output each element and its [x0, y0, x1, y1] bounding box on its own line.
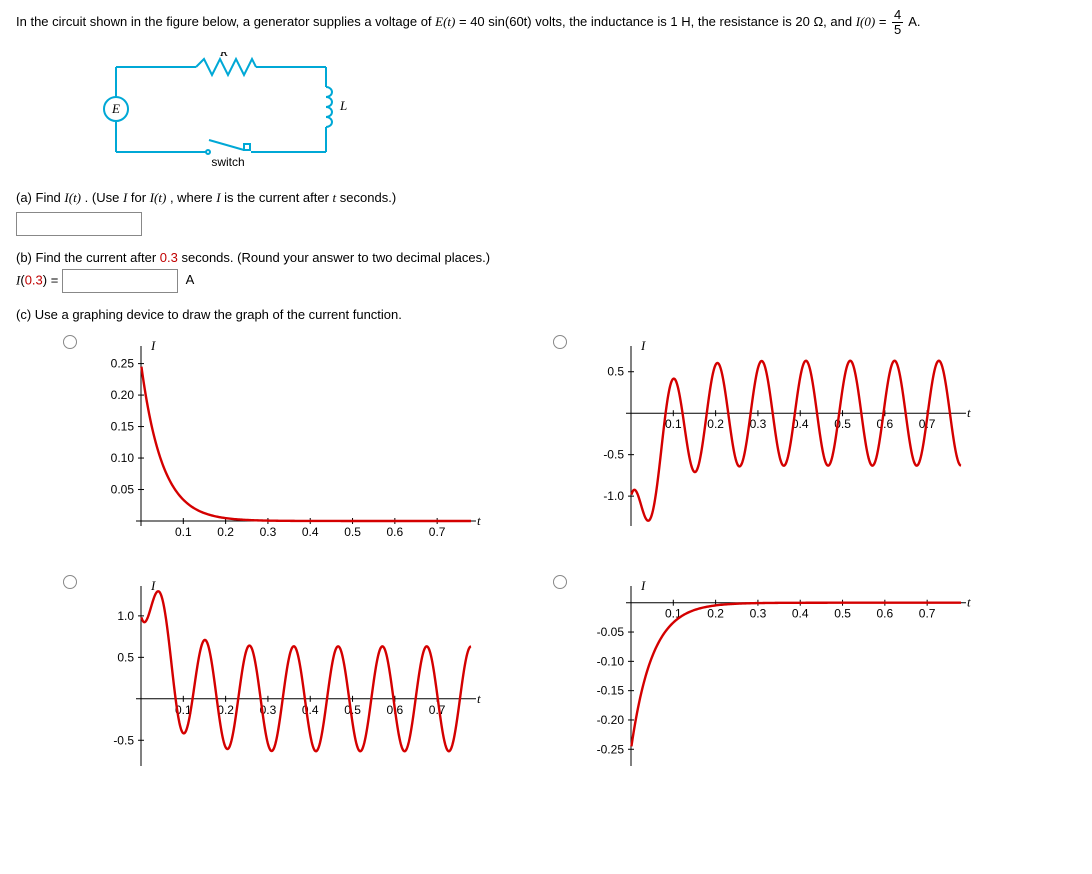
svg-text:0.3: 0.3: [260, 525, 277, 539]
svg-text:0.05: 0.05: [111, 482, 135, 496]
svg-text:0.15: 0.15: [111, 419, 135, 433]
frac-den: 5: [892, 23, 903, 37]
part-a-text-1: (a) Find: [16, 190, 64, 205]
part-a-I2: I: [216, 190, 220, 205]
svg-text:-0.15: -0.15: [597, 683, 625, 697]
radio-b[interactable]: [553, 335, 567, 349]
answer-input-a[interactable]: [16, 212, 142, 236]
chart-option-a: 0.1 0.2 0.3 0.4 0.5 0.6 0.7 0.05 0.10 0.15 0.20 0.2…: [86, 336, 566, 546]
svg-text:t: t: [477, 513, 481, 528]
part-b-close: ): [43, 272, 47, 287]
svg-text:0.5: 0.5: [344, 702, 361, 716]
frac-num: 4: [892, 8, 903, 23]
svg-text:0.6: 0.6: [877, 606, 894, 620]
problem-text-2: the inductance is 1 H, the resistance is…: [569, 14, 856, 29]
svg-text:t: t: [967, 405, 971, 420]
radio-a[interactable]: [63, 335, 77, 349]
part-b-time-red: 0.3: [160, 250, 178, 265]
svg-text:t: t: [967, 594, 971, 609]
svg-text:0.20: 0.20: [111, 388, 135, 402]
problem-tail: A.: [908, 14, 920, 29]
svg-text:-0.20: -0.20: [597, 713, 625, 727]
part-a-it: I(t): [64, 190, 81, 205]
part-a-where: , where: [170, 190, 216, 205]
circuit-diagram: R L E switch: [96, 52, 1076, 172]
part-b-suffix: seconds. (Round your answer to two decim…: [181, 250, 490, 265]
chart-option-d: 0.10.20.30.40.50.60.7-0.25-0.20-0.15-0.1…: [576, 576, 1056, 786]
problem-text-1: In the circuit shown in the figure below…: [16, 14, 435, 29]
svg-text:0.5: 0.5: [117, 650, 134, 664]
svg-text:0.7: 0.7: [429, 525, 446, 539]
voltage-rhs: = 40 sin(60t) volts,: [459, 14, 566, 29]
svg-text:0.25: 0.25: [111, 356, 135, 370]
svg-text:0.3: 0.3: [750, 417, 767, 431]
switch-label: switch: [211, 155, 244, 169]
answer-input-b[interactable]: [62, 269, 178, 293]
svg-text:-0.25: -0.25: [597, 742, 625, 756]
part-b: (b) Find the current after 0.3 seconds. …: [16, 250, 1076, 293]
svg-text:0.5: 0.5: [344, 525, 361, 539]
svg-text:0.3: 0.3: [750, 606, 767, 620]
svg-text:-0.5: -0.5: [603, 447, 624, 461]
resistor-label: R: [219, 52, 228, 59]
svg-text:-0.10: -0.10: [597, 654, 625, 668]
part-a-after: is the current after: [224, 190, 332, 205]
part-a-sec: seconds.): [340, 190, 396, 205]
part-a-I1: I: [123, 190, 127, 205]
svg-text:t: t: [477, 690, 481, 705]
svg-text:1.0: 1.0: [117, 608, 134, 622]
chart-option-b: 0.10.20.30.40.50.60.7-1.0-0.50.5It: [576, 336, 1056, 546]
svg-text:0.2: 0.2: [707, 606, 724, 620]
svg-text:0.1: 0.1: [175, 525, 192, 539]
svg-text:0.2: 0.2: [707, 417, 724, 431]
svg-text:0.6: 0.6: [877, 417, 894, 431]
svg-text:0.6: 0.6: [387, 525, 404, 539]
current0-lhs: I(0): [856, 14, 876, 29]
svg-text:0.5: 0.5: [607, 364, 624, 378]
part-a-for: for: [131, 190, 150, 205]
radio-c[interactable]: [63, 575, 77, 589]
part-b-prefix: (b) Find the current after: [16, 250, 160, 265]
part-b-eq: =: [51, 272, 62, 287]
fraction-4-5: 4 5: [892, 8, 903, 38]
svg-text:I: I: [640, 578, 646, 593]
part-a-text-2: . (Use: [85, 190, 123, 205]
svg-text:0.7: 0.7: [429, 702, 446, 716]
part-a: (a) Find I(t) . (Use I for I(t) , where …: [16, 190, 1076, 236]
chart-option-c: 0.10.20.30.40.50.60.7-0.50.51.0It: [86, 576, 566, 786]
svg-text:I: I: [150, 338, 156, 353]
svg-text:0.4: 0.4: [302, 702, 319, 716]
part-a-It2: I(t): [150, 190, 167, 205]
svg-text:0.7: 0.7: [919, 606, 936, 620]
part-c-text: (c) Use a graphing device to draw the gr…: [16, 307, 402, 322]
part-c: (c) Use a graphing device to draw the gr…: [16, 307, 1076, 322]
charts-grid: 0.1 0.2 0.3 0.4 0.5 0.6 0.7 0.05 0.10 0.15 0.20 0.2…: [86, 336, 1076, 786]
svg-text:0.5: 0.5: [834, 606, 851, 620]
svg-text:-0.5: -0.5: [113, 733, 134, 747]
svg-text:0.4: 0.4: [302, 525, 319, 539]
svg-text:I: I: [150, 578, 156, 593]
problem-statement: In the circuit shown in the figure below…: [16, 8, 1076, 38]
svg-text:-0.05: -0.05: [597, 625, 625, 639]
svg-text:0.1: 0.1: [665, 417, 682, 431]
svg-text:0.4: 0.4: [792, 606, 809, 620]
source-label: E: [111, 101, 120, 116]
part-a-t: t: [333, 190, 337, 205]
svg-text:-1.0: -1.0: [603, 489, 624, 503]
part-b-arg: 0.3: [25, 272, 43, 287]
inductor-label: L: [339, 98, 347, 113]
svg-text:I: I: [640, 338, 646, 353]
equals-sign: =: [879, 14, 890, 29]
part-b-unit: A: [186, 272, 195, 287]
voltage-lhs: E(t): [435, 14, 455, 29]
svg-text:0.10: 0.10: [111, 451, 135, 465]
radio-d[interactable]: [553, 575, 567, 589]
svg-text:0.2: 0.2: [217, 525, 234, 539]
